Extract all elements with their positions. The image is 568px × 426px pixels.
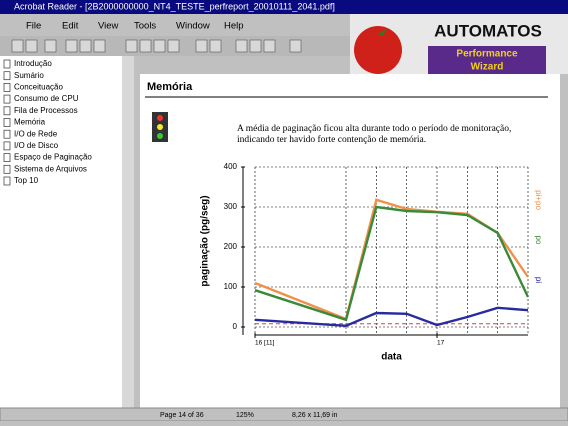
- menu-item[interactable]: Window: [176, 21, 210, 32]
- tool-button[interactable]: [44, 39, 57, 53]
- tool-button[interactable]: [125, 39, 138, 53]
- bookmark-icon: [3, 153, 11, 162]
- document-page: [140, 74, 560, 408]
- tool-button[interactable]: [167, 39, 180, 53]
- bookmark[interactable]: Introdução: [14, 59, 52, 68]
- tool-button[interactable]: [79, 39, 92, 53]
- bookmark[interactable]: Top 10: [14, 176, 39, 185]
- bookmark-icon: [3, 71, 11, 81]
- bookmark[interactable]: I/O de Rede: [14, 129, 58, 138]
- bookmark[interactable]: Conceituação: [14, 83, 63, 92]
- tool-button[interactable]: [139, 39, 152, 53]
- tool-button[interactable]: [289, 39, 302, 53]
- bookmark-pane: [0, 56, 122, 408]
- menu-item[interactable]: Tools: [134, 21, 156, 32]
- bookmark[interactable]: Consumo de CPU: [14, 94, 79, 103]
- y-tick-label: 300: [224, 202, 238, 211]
- page-heading: Memória: [147, 81, 193, 93]
- y-tick-label: 200: [224, 242, 238, 251]
- bookmark-icon: [3, 141, 11, 151]
- bookmark-icon: [3, 59, 11, 69]
- status-bar: [0, 407, 568, 422]
- bookmark-icon: [3, 129, 11, 139]
- legend-entry: pi+po: [534, 190, 543, 210]
- tool-button[interactable]: [65, 39, 78, 53]
- menu-item[interactable]: View: [98, 21, 119, 32]
- x-axis-label: data: [381, 352, 402, 363]
- bookmark-icon: [3, 176, 11, 186]
- tool-button[interactable]: [11, 39, 24, 53]
- tool-button[interactable]: [153, 39, 166, 53]
- bookmark-icon: [3, 106, 11, 116]
- tool-button[interactable]: [235, 39, 248, 53]
- tool-button[interactable]: [209, 39, 222, 53]
- bookmark[interactable]: Fila de Processos: [14, 106, 78, 115]
- status-zoom: 125%: [236, 412, 254, 419]
- bookmark-icon: [3, 94, 11, 104]
- tool-button[interactable]: [249, 39, 262, 53]
- tool-button[interactable]: [195, 39, 208, 53]
- traffic-light-icon: [152, 112, 168, 142]
- menu-item[interactable]: Help: [224, 21, 244, 32]
- bookmark[interactable]: I/O de Disco: [14, 141, 59, 150]
- bookmark[interactable]: Sumário: [14, 71, 44, 80]
- y-tick-label: 0: [233, 322, 238, 331]
- toolbar-buttons: [11, 39, 302, 53]
- legend-entry: po: [534, 236, 543, 245]
- bookmark[interactable]: Memória: [14, 118, 46, 127]
- bookmark-icon: [3, 164, 11, 174]
- bookmark[interactable]: Sistema de Arquivos: [14, 164, 87, 173]
- title-bar: [0, 0, 568, 14]
- logo-product: Wizard: [471, 62, 504, 73]
- tool-button[interactable]: [93, 39, 106, 53]
- scrollbar: [122, 56, 134, 408]
- status-page: Page 14 of 36: [160, 412, 204, 419]
- y-tick-label: 400: [224, 162, 238, 171]
- bookmark-icon: [3, 118, 11, 127]
- paragraph: indicando ter havido forte contenção de …: [237, 134, 426, 145]
- x-tick-label: 16 [11]: [255, 340, 275, 347]
- window-title: Acrobat Reader - [2B2000000000_NT4_TESTE…: [14, 1, 335, 11]
- bookmark[interactable]: Espaço de Paginação: [14, 153, 92, 162]
- menu-item[interactable]: File: [26, 21, 41, 32]
- logo-product: Performance: [456, 49, 518, 60]
- tool-button[interactable]: [263, 39, 276, 53]
- y-axis-label: paginação (pg/seg): [200, 195, 211, 286]
- status-size: 8,26 x 11,69 in: [292, 412, 338, 419]
- series-line: [254, 306, 529, 328]
- logo-brand: AUTOMATOS: [434, 21, 542, 40]
- tool-button[interactable]: [25, 39, 38, 53]
- bookmark-icon: [3, 83, 11, 92]
- menu-item[interactable]: Edit: [62, 21, 79, 32]
- x-tick-label: 17: [437, 340, 445, 347]
- series-line: [254, 205, 530, 322]
- paragraph: A média de paginação ficou alta durante …: [237, 123, 511, 134]
- y-tick-label: 100: [224, 282, 238, 291]
- tomato: [354, 26, 402, 74]
- logo: AUTOMATOS Performance Wizard: [350, 14, 568, 74]
- legend-entry: pi: [534, 277, 543, 283]
